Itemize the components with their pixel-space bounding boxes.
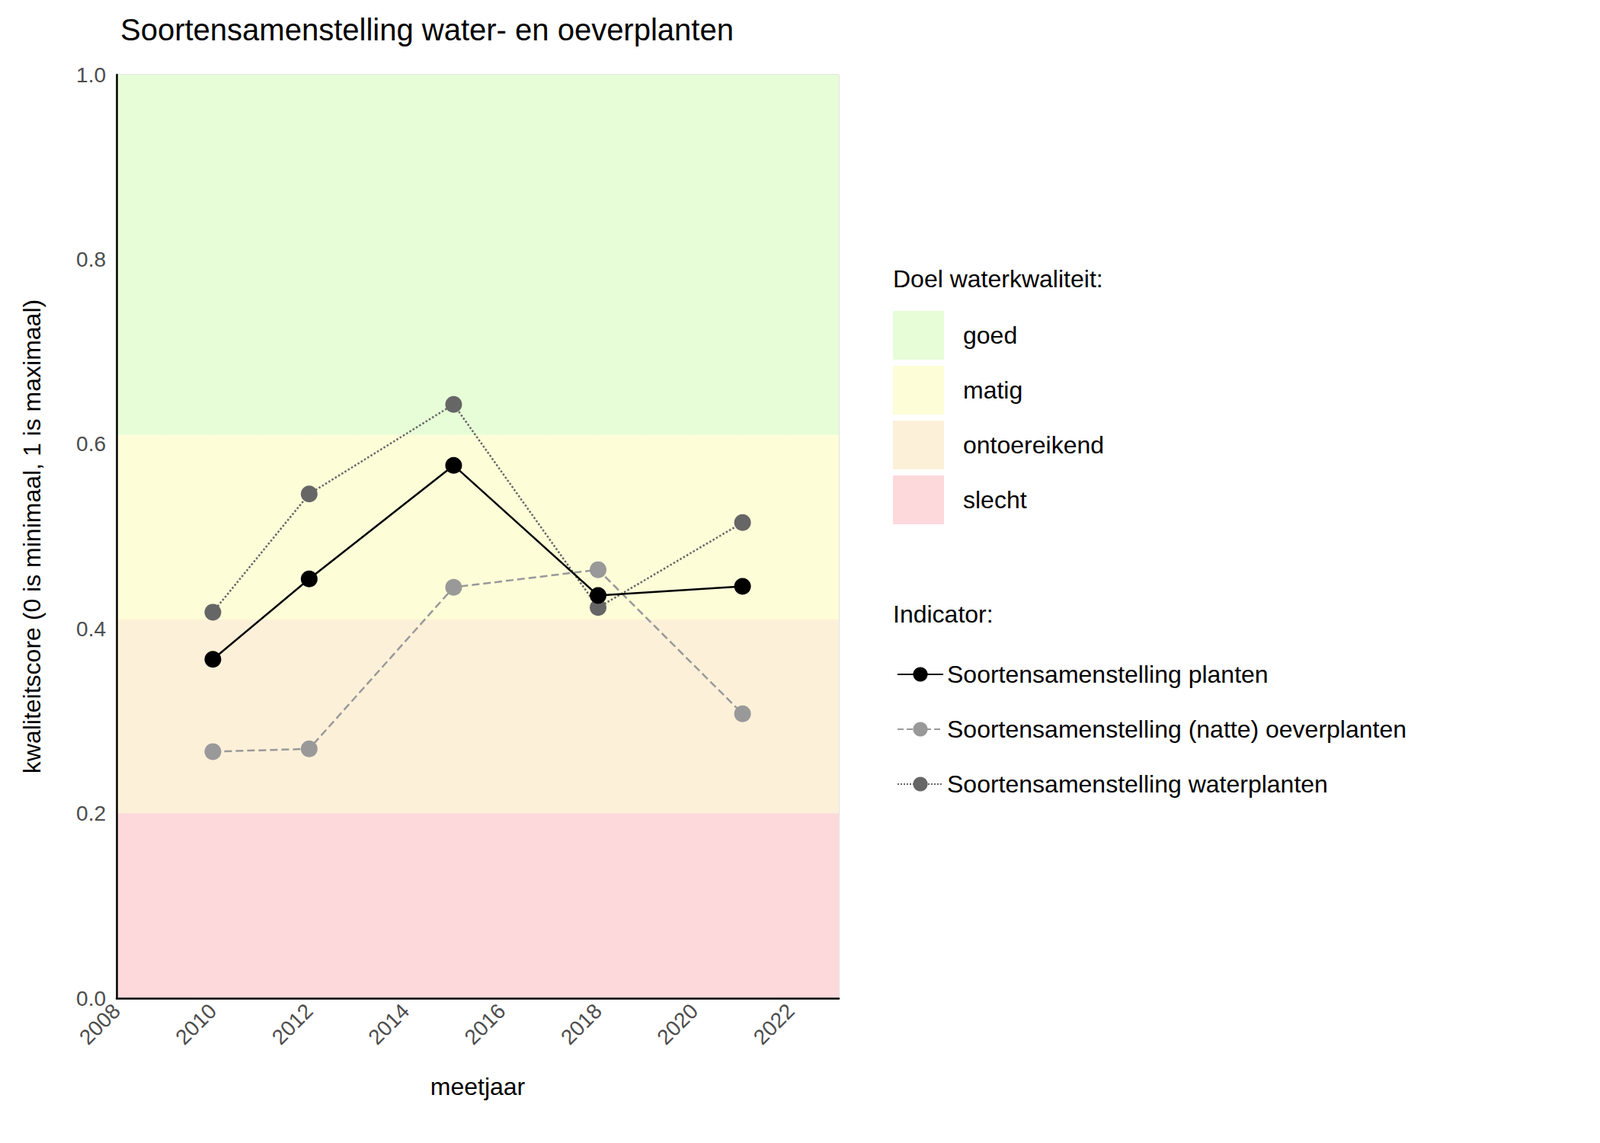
svg-text:matig: matig — [963, 376, 1023, 404]
svg-text:Soortensamenstelling water- en: Soortensamenstelling water- en oeverplan… — [120, 12, 734, 47]
svg-text:meetjaar: meetjaar — [430, 1072, 526, 1101]
svg-text:slecht: slecht — [963, 486, 1028, 514]
svg-text:2010: 2010 — [170, 998, 221, 1050]
svg-text:2022: 2022 — [748, 998, 800, 1050]
svg-text:1.0: 1.0 — [76, 63, 106, 87]
svg-text:Soortensamenstelling waterplan: Soortensamenstelling waterplanten — [947, 770, 1328, 798]
svg-text:0.8: 0.8 — [76, 247, 106, 272]
svg-text:0.4: 0.4 — [76, 617, 106, 641]
svg-text:0.0: 0.0 — [76, 986, 106, 1010]
svg-text:2020: 2020 — [652, 998, 703, 1050]
svg-text:Doel waterkwaliteit:: Doel waterkwaliteit: — [892, 265, 1104, 293]
svg-text:Soortensamenstelling planten: Soortensamenstelling planten — [947, 660, 1269, 688]
svg-text:Indicator:: Indicator: — [892, 600, 994, 628]
svg-text:2018: 2018 — [556, 998, 607, 1050]
svg-text:ontoereikend: ontoereikend — [963, 431, 1104, 459]
svg-text:Soortensamenstelling (natte) o: Soortensamenstelling (natte) oeverplante… — [947, 715, 1407, 743]
svg-text:2014: 2014 — [363, 998, 414, 1050]
svg-text:0.6: 0.6 — [76, 432, 106, 456]
svg-text:2008: 2008 — [74, 998, 125, 1050]
svg-text:2012: 2012 — [267, 998, 318, 1050]
svg-text:kwaliteitscore (0 is minimaal,: kwaliteitscore (0 is minimaal, 1 is maxi… — [18, 299, 46, 774]
svg-text:0.2: 0.2 — [76, 801, 106, 826]
svg-text:goed: goed — [963, 321, 1018, 349]
svg-text:2016: 2016 — [460, 998, 511, 1050]
